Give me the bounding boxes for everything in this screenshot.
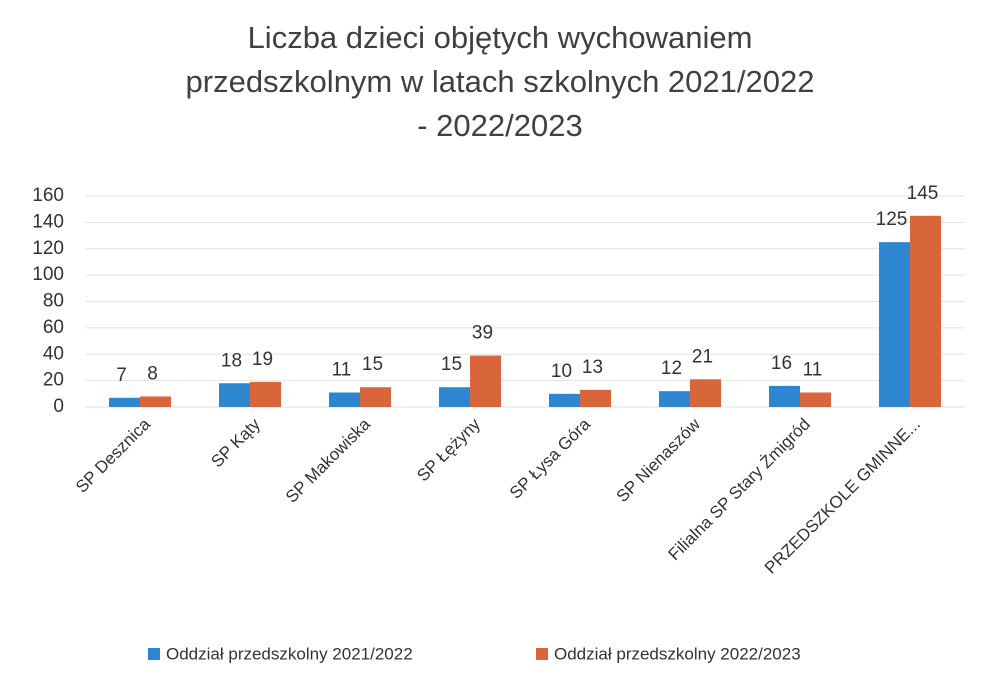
data-label: 15	[441, 354, 462, 375]
y-tick-label: 60	[43, 317, 64, 338]
legend-label: Oddział przedszkolny 2021/2022	[166, 644, 413, 663]
data-label: 21	[692, 346, 713, 367]
data-label: 13	[582, 357, 603, 378]
data-label: 15	[362, 354, 383, 375]
bar	[659, 391, 690, 407]
bar	[140, 396, 171, 407]
y-tick-label: 120	[32, 238, 64, 259]
bar	[879, 242, 910, 407]
bar	[800, 392, 831, 407]
bar	[109, 397, 140, 407]
bar	[580, 389, 611, 407]
chart-title: Liczba dzieci objętych wychowaniem	[248, 20, 753, 55]
data-label: 19	[252, 349, 273, 370]
y-tick-label: 80	[43, 291, 64, 312]
legend-swatch	[536, 648, 548, 660]
bar	[219, 383, 250, 407]
bar	[549, 393, 580, 407]
data-label: 18	[221, 350, 242, 371]
legend-label: Oddział przedszkolny 2022/2023	[554, 644, 801, 663]
bar	[690, 379, 721, 407]
chart-title: - 2022/2023	[417, 108, 582, 143]
y-tick-label: 140	[32, 211, 64, 232]
y-tick-label: 20	[43, 370, 64, 391]
data-label: 11	[332, 360, 352, 381]
y-tick-label: 100	[32, 264, 64, 285]
bar	[910, 215, 941, 407]
data-label: 125	[876, 209, 908, 230]
data-label: 7	[116, 365, 127, 386]
data-label: 16	[771, 353, 792, 374]
bar	[329, 392, 360, 407]
bar	[470, 355, 501, 407]
legend-swatch	[148, 648, 160, 660]
data-label: 145	[907, 183, 939, 204]
data-label: 39	[472, 323, 493, 344]
data-label: 10	[551, 361, 572, 382]
data-label: 8	[147, 363, 158, 384]
y-tick-label: 160	[32, 185, 64, 206]
bar	[250, 381, 281, 407]
bar	[360, 387, 391, 407]
y-tick-label: 40	[43, 343, 64, 364]
data-label: 12	[661, 358, 682, 379]
data-label: 11	[803, 360, 823, 381]
chart-title: przedszkolnym w latach szkolnych 2021/20…	[186, 64, 815, 99]
bar	[439, 387, 470, 407]
bar	[769, 385, 800, 407]
y-tick-label: 0	[53, 396, 64, 417]
